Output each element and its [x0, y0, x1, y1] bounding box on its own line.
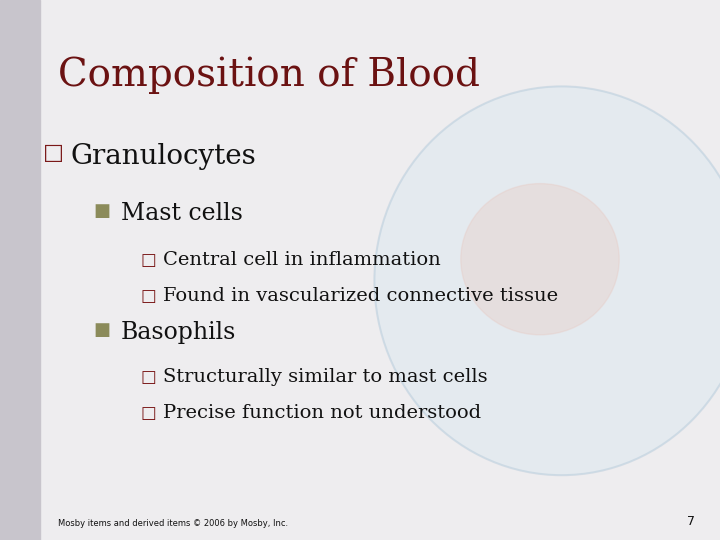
- Text: Central cell in inflammation: Central cell in inflammation: [163, 251, 441, 269]
- Text: Precise function not understood: Precise function not understood: [163, 404, 482, 422]
- Text: Composition of Blood: Composition of Blood: [58, 57, 480, 94]
- Text: Basophils: Basophils: [121, 321, 236, 345]
- Text: □: □: [140, 404, 156, 422]
- Text: □: □: [43, 143, 64, 163]
- Text: 7: 7: [687, 515, 695, 528]
- Ellipse shape: [374, 86, 720, 475]
- Text: Found in vascularized connective tissue: Found in vascularized connective tissue: [163, 287, 559, 305]
- Text: □: □: [140, 368, 156, 386]
- Text: Granulocytes: Granulocytes: [71, 143, 256, 170]
- Ellipse shape: [461, 184, 619, 335]
- Text: □: □: [140, 287, 156, 305]
- Text: ■: ■: [94, 321, 111, 339]
- Text: Structurally similar to mast cells: Structurally similar to mast cells: [163, 368, 488, 386]
- Bar: [0, 0, 40, 540]
- Text: Mosby items and derived items © 2006 by Mosby, Inc.: Mosby items and derived items © 2006 by …: [58, 519, 288, 528]
- Text: ■: ■: [94, 202, 111, 220]
- Text: □: □: [140, 251, 156, 269]
- Text: Mast cells: Mast cells: [121, 202, 243, 226]
